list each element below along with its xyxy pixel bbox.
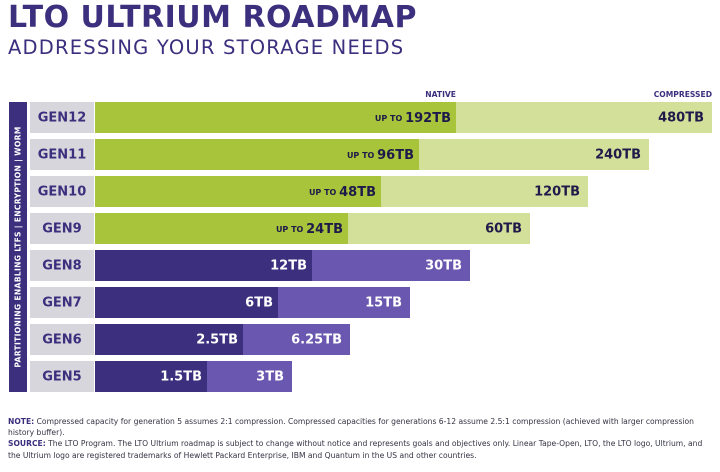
gen-label-cell	[30, 176, 94, 207]
column-headers: NATIVE COMPRESSED	[425, 90, 712, 99]
bar-row-gen8: GEN8 12TB 30TB	[30, 250, 470, 281]
gen-label-cell	[30, 139, 94, 170]
compressed-value-label: 6.25TB	[291, 333, 342, 348]
native-value-label: UP TO 24TB	[276, 222, 343, 237]
gen-label-cell	[30, 324, 94, 355]
bar-row-gen11: GEN11 UP TO 96TB 240TB	[30, 139, 649, 170]
compressed-value-label: 120TB	[534, 185, 580, 200]
native-value-label: 1.5TB	[160, 370, 202, 385]
gen-label-cell	[30, 361, 94, 392]
native-bar	[95, 287, 278, 318]
native-bar	[95, 213, 348, 244]
compressed-value-label: 30TB	[425, 259, 462, 274]
native-bar	[95, 139, 419, 170]
gen-label-cell	[30, 102, 94, 133]
gen-label: GEN7	[42, 296, 81, 311]
native-bar	[95, 102, 456, 133]
compressed-value-label: 480TB	[658, 111, 704, 126]
native-value-label: UP TO 96TB	[347, 148, 414, 163]
gen-label: GEN5	[42, 370, 81, 385]
footnotes: NOTE: Compressed capacity for generation…	[8, 416, 712, 461]
roadmap-bar-chart: PARTITIONING ENABLING LTFS | ENCRYPTION …	[9, 90, 712, 392]
native-value-label: UP TO 48TB	[309, 185, 376, 200]
compressed-value-label: 240TB	[595, 148, 641, 163]
native-bar	[95, 361, 207, 392]
source-text: The LTO Program. The LTO Ultrium roadmap…	[8, 439, 703, 460]
bar-row-gen12: GEN12 UP TO 192TB 480TB	[30, 102, 712, 133]
bar-rows: GEN12 UP TO 192TB 480TB GEN11 UP TO 96TB 240T…	[30, 102, 712, 392]
gen-label: GEN8	[42, 259, 81, 274]
side-band-label: PARTITIONING ENABLING LTFS | ENCRYPTION …	[14, 126, 24, 367]
native-value-label: 6TB	[245, 296, 273, 311]
native-bar	[95, 250, 312, 281]
side-band: PARTITIONING ENABLING LTFS | ENCRYPTION …	[9, 102, 27, 392]
bar-row-gen6: GEN6 2.5TB 6.25TB	[30, 324, 350, 355]
gen-label: GEN9	[42, 222, 81, 237]
native-bar	[95, 324, 243, 355]
compressed-value-label: 60TB	[485, 222, 522, 237]
bar-row-gen5: GEN5 1.5TB 3TB	[30, 361, 292, 392]
source-paragraph: SOURCE: The LTO Program. The LTO Ultrium…	[8, 438, 712, 460]
gen-label-cell	[30, 213, 94, 244]
bar-row-gen9: GEN9 UP TO 24TB 60TB	[30, 213, 530, 244]
note-label: NOTE:	[8, 417, 35, 426]
compressed-value-label: 3TB	[256, 370, 284, 385]
note-text: Compressed capacity for generation 5 ass…	[8, 417, 694, 438]
gen-label: GEN6	[42, 333, 81, 348]
native-bar	[95, 176, 381, 207]
side-band-bar	[9, 102, 27, 392]
gen-label: GEN12	[38, 111, 87, 126]
native-value-label: 12TB	[270, 259, 307, 274]
gen-label: GEN11	[38, 148, 87, 163]
bar-row-gen7: GEN7 6TB 15TB	[30, 287, 410, 318]
chart-title: LTO ULTRIUM ROADMAP	[8, 0, 417, 35]
gen-label: GEN10	[38, 185, 87, 200]
compressed-value-label: 15TB	[365, 296, 402, 311]
note-paragraph: NOTE: Compressed capacity for generation…	[8, 416, 712, 438]
bar-row-gen10: GEN10 UP TO 48TB 120TB	[30, 176, 588, 207]
chart-subtitle: ADDRESSING YOUR STORAGE NEEDS	[8, 36, 405, 59]
gen-label-cell	[30, 287, 94, 318]
header-native: NATIVE	[425, 90, 456, 99]
gen-label-cell	[30, 250, 94, 281]
native-value-label: 2.5TB	[196, 333, 238, 348]
native-value-label: UP TO 192TB	[375, 111, 451, 126]
source-label: SOURCE:	[8, 439, 46, 449]
header-compressed: COMPRESSED	[654, 90, 712, 99]
